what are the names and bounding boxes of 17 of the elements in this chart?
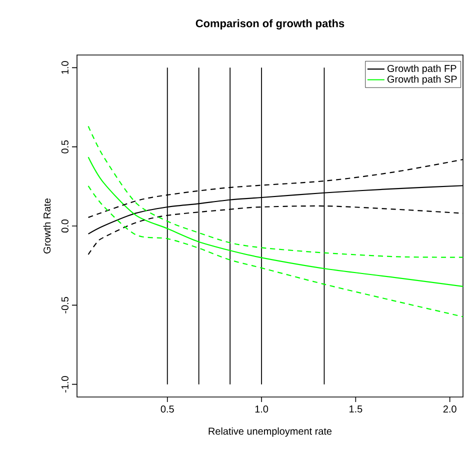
y-tick-label: -0.5 <box>61 297 68 314</box>
line-series <box>88 126 464 258</box>
line-series <box>88 156 464 288</box>
legend-label: Growth path SP <box>387 75 457 85</box>
y-tick-label: 0.5 <box>61 140 68 154</box>
chart-title: Comparison of growth paths <box>196 19 344 30</box>
x-tick-label: 1.0 <box>255 406 268 413</box>
y-tick-label: 1.0 <box>61 61 68 74</box>
x-tick-label: 0.5 <box>160 406 174 413</box>
x-tick-label: 2.0 <box>443 406 456 413</box>
y-tick-label: -1.0 <box>61 376 68 392</box>
line-series <box>88 185 464 318</box>
y-tick-label: 0.0 <box>61 219 68 233</box>
x-axis-title: Relative unemployment rate <box>208 427 332 437</box>
legend-label: Growth path FP <box>387 64 456 74</box>
y-axis-title: Growth Rate <box>43 198 51 254</box>
x-tick-label: 1.5 <box>350 406 362 412</box>
